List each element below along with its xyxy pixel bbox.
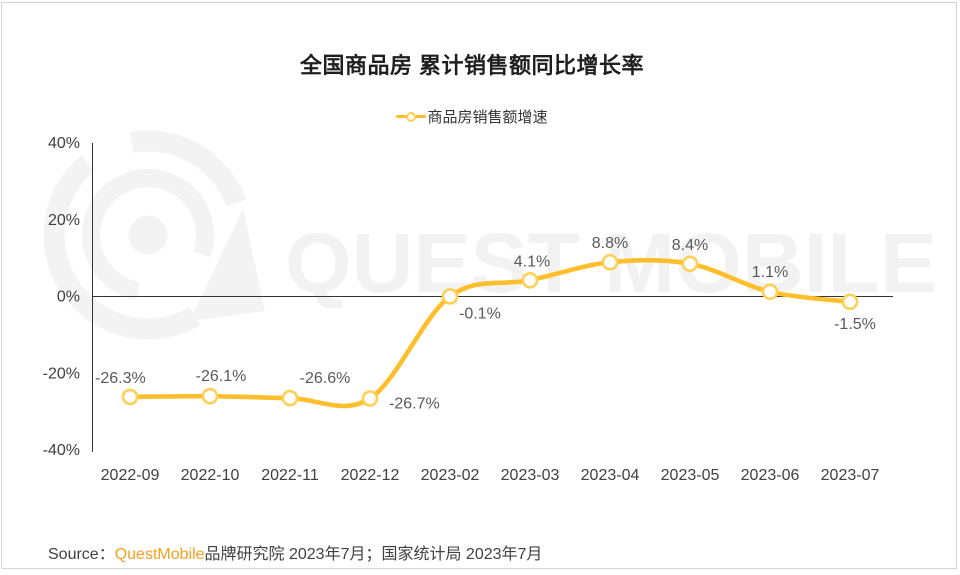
data-point-marker xyxy=(361,390,379,407)
data-point-marker xyxy=(841,293,859,311)
data-point-marker xyxy=(121,388,139,406)
questmobile-logo-watermark xyxy=(43,130,265,340)
x-tick-label: 2023-04 xyxy=(581,467,640,484)
data-point-marker xyxy=(681,255,699,273)
source-note: Source：QuestMobile品牌研究院 2023年7月；国家统计局 20… xyxy=(48,540,542,564)
y-tick-label: -20% xyxy=(43,365,80,382)
data-point-marker xyxy=(281,389,299,407)
data-point-label: 4.1% xyxy=(514,253,550,270)
x-tick-label: 2022-12 xyxy=(341,467,400,484)
x-tick-label: 2022-09 xyxy=(101,467,160,484)
legend-line-marker-icon xyxy=(396,111,427,122)
x-tick-label: 2022-10 xyxy=(181,467,240,484)
data-labels-layer: -26.3% -26.1% -26.6% -26.7% -0.1% 4.1% 8.8% 8.4… xyxy=(95,235,876,412)
data-point-label: -26.3% xyxy=(95,370,146,387)
y-tick-label: 0% xyxy=(57,289,80,306)
data-point-label: -0.1% xyxy=(459,305,501,322)
axes: 40% 20% 0% -20% -40% 2022-09 2022-10 2022-11 202… xyxy=(43,135,893,484)
data-point-label: -26.7% xyxy=(389,396,440,413)
data-point-marker xyxy=(441,288,459,305)
legend-ring-icon xyxy=(406,111,417,122)
x-tick-label: 2022-11 xyxy=(261,467,319,484)
y-tick-label: -40% xyxy=(43,442,80,459)
data-point-label: -1.5% xyxy=(834,316,876,333)
data-point-marker xyxy=(201,387,219,405)
data-point-marker xyxy=(601,253,619,271)
legend: 商品房销售额增速 xyxy=(2,106,942,127)
data-point-label: -26.1% xyxy=(196,368,247,385)
series-path xyxy=(127,257,853,409)
y-tick-label: 40% xyxy=(48,135,80,152)
series-line-layer xyxy=(121,253,859,409)
x-tick-label: 2023-07 xyxy=(821,467,880,484)
data-point-marker xyxy=(761,283,779,301)
y-tick-label: 20% xyxy=(48,212,80,229)
x-tick-label: 2023-02 xyxy=(421,467,480,484)
x-tick-label: 2023-05 xyxy=(661,467,720,484)
data-point-label: 8.8% xyxy=(592,235,628,252)
x-tick-label: 2023-03 xyxy=(501,467,560,484)
data-point-label: 1.1% xyxy=(752,264,788,281)
line-chart: QUEST MOBILE 40% 20% 0% -20% -40% 2022-09 2022… xyxy=(43,130,937,484)
source-brand: QuestMobile xyxy=(114,546,205,563)
data-point-label: -26.6% xyxy=(300,370,351,387)
questmobile-watermark: QUEST MOBILE xyxy=(43,130,937,340)
legend-series-label: 商品房销售额增速 xyxy=(427,109,548,126)
source-prefix: Source： xyxy=(48,546,115,563)
source-suffix: 品牌研究院 2023年7月；国家统计局 2023年7月 xyxy=(204,546,543,563)
data-point-label: 8.4% xyxy=(672,237,708,254)
chart-title: 全国商品房 累计销售额同比增长率 xyxy=(299,53,645,78)
data-point-marker xyxy=(521,271,539,289)
x-tick-label: 2023-06 xyxy=(741,467,800,484)
